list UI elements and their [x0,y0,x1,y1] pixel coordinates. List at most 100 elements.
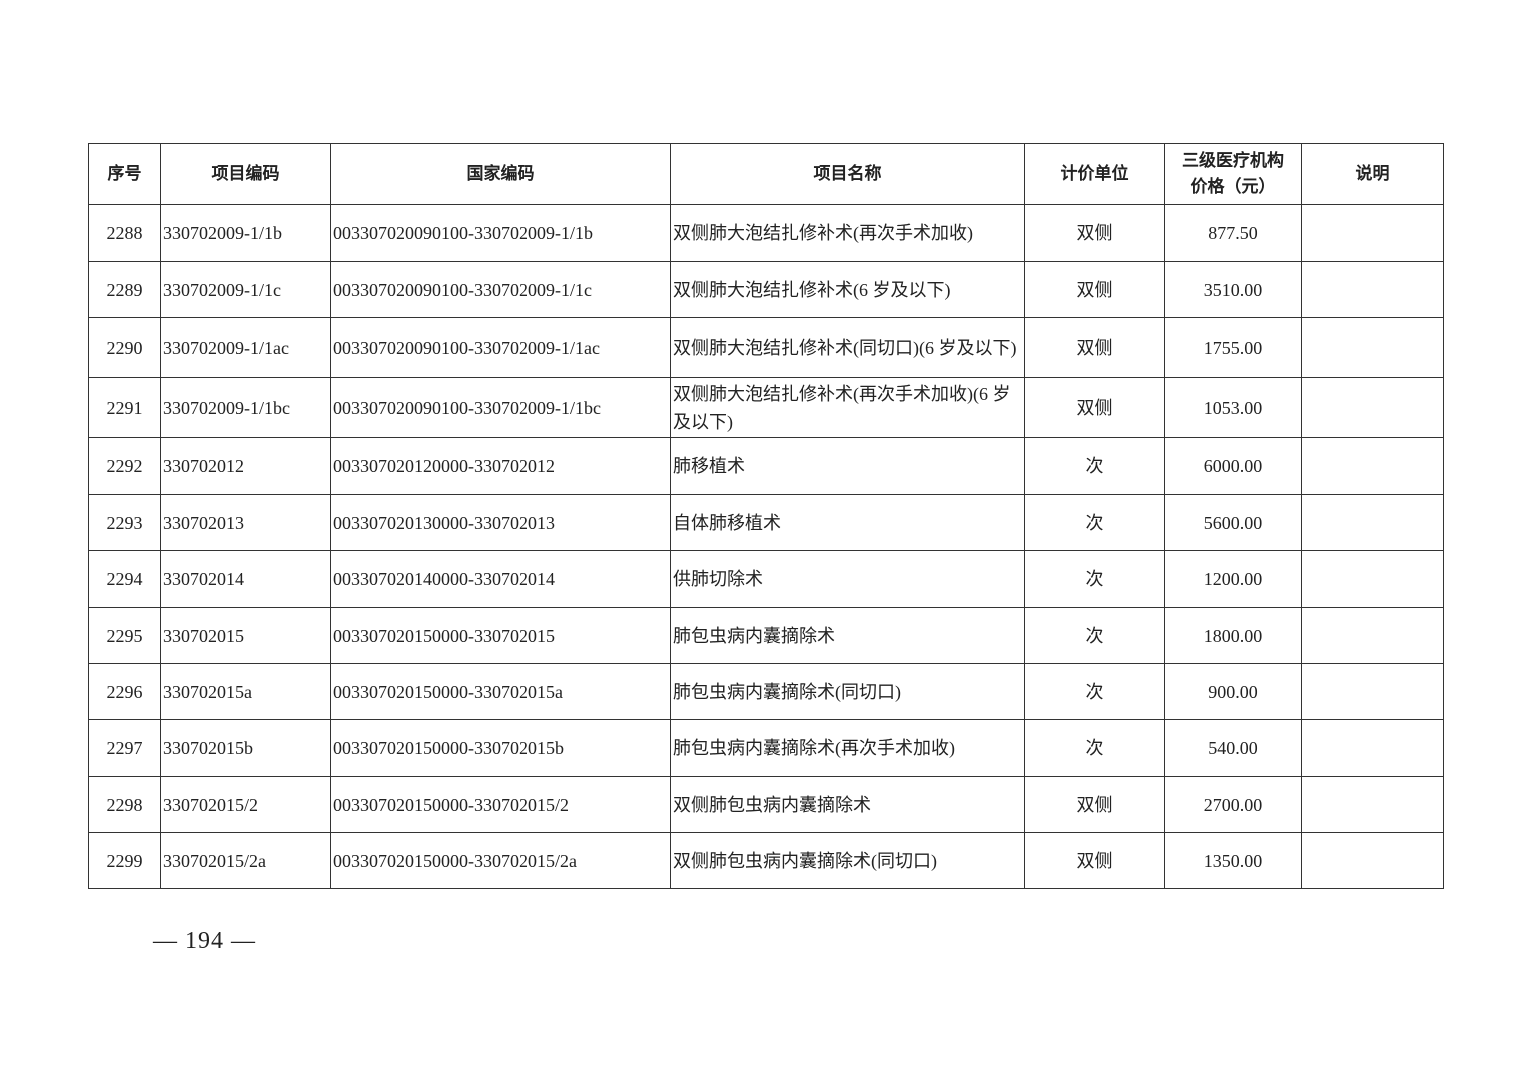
cell-code: 330702015b [160,719,331,777]
cell-no: 2293 [88,494,161,551]
header-no: 序号 [88,143,161,205]
cell-name: 肺包虫病内囊摘除术(再次手术加收) [670,719,1025,777]
cell-unit: 双侧 [1024,204,1165,262]
cell-price: 6000.00 [1164,437,1302,495]
cell-code: 330702009-1/1c [160,261,331,318]
cell-unit: 次 [1024,719,1165,777]
table-row: 2292 330702012 003307020120000-330702012 肺移… [88,437,1444,495]
header-name: 项目名称 [670,143,1025,205]
cell-code: 330702013 [160,494,331,551]
cell-unit: 双侧 [1024,377,1165,438]
table-row: 2289 330702009-1/1c 003307020090100-330702… [88,261,1444,318]
cell-note [1301,719,1444,777]
cell-code: 330702014 [160,550,331,608]
header-code: 项目编码 [160,143,331,205]
cell-code: 330702015/2a [160,832,331,889]
cell-note [1301,776,1444,833]
header-national-code: 国家编码 [330,143,671,205]
cell-price: 1053.00 [1164,377,1302,438]
cell-note [1301,437,1444,495]
header-note: 说明 [1301,143,1444,205]
cell-name: 肺移植术 [670,437,1025,495]
cell-note [1301,663,1444,720]
cell-price: 3510.00 [1164,261,1302,318]
cell-note [1301,317,1444,378]
cell-name: 自体肺移植术 [670,494,1025,551]
header-price-line1: 三级医疗机构 [1182,151,1284,171]
cell-name: 双侧肺大泡结扎修补术(6 岁及以下) [670,261,1025,318]
table-row: 2293 330702013 003307020130000-330702013 自体… [88,494,1444,551]
table-row: 2298 330702015/2 003307020150000-330702015… [88,776,1444,833]
cell-national-code: 003307020140000-330702014 [330,550,671,608]
cell-unit: 次 [1024,607,1165,664]
cell-price: 5600.00 [1164,494,1302,551]
cell-unit: 次 [1024,494,1165,551]
cell-name: 肺包虫病内囊摘除术(同切口) [670,663,1025,720]
cell-code: 330702015a [160,663,331,720]
cell-code: 330702009-1/1bc [160,377,331,438]
cell-price: 1800.00 [1164,607,1302,664]
cell-name: 双侧肺包虫病内囊摘除术 [670,776,1025,833]
table-header-row: 序号 项目编码 国家编码 项目名称 计价单位 三级医疗机构 价格（元） 说明 [88,143,1444,205]
cell-price: 900.00 [1164,663,1302,720]
cell-no: 2296 [88,663,161,720]
cell-note [1301,204,1444,262]
page-number: — 194 — [153,928,256,954]
cell-price: 1200.00 [1164,550,1302,608]
cell-national-code: 003307020150000-330702015b [330,719,671,777]
cell-name: 双侧肺包虫病内囊摘除术(同切口) [670,832,1025,889]
cell-no: 2297 [88,719,161,777]
cell-unit: 双侧 [1024,832,1165,889]
cell-no: 2290 [88,317,161,378]
cell-no: 2298 [88,776,161,833]
cell-national-code: 003307020090100-330702009-1/1c [330,261,671,318]
cell-national-code: 003307020090100-330702009-1/1ac [330,317,671,378]
cell-price: 2700.00 [1164,776,1302,833]
cell-code: 330702012 [160,437,331,495]
cell-note [1301,607,1444,664]
cell-no: 2292 [88,437,161,495]
cell-no: 2288 [88,204,161,262]
cell-unit: 双侧 [1024,317,1165,378]
cell-no: 2291 [88,377,161,438]
cell-no: 2289 [88,261,161,318]
cell-price: 1350.00 [1164,832,1302,889]
table-row: 2291 330702009-1/1bc 003307020090100-33070… [88,377,1444,438]
cell-unit: 次 [1024,550,1165,608]
table-row: 2299 330702015/2a 003307020150000-33070201… [88,832,1444,889]
cell-code: 330702009-1/1b [160,204,331,262]
price-table: 序号 项目编码 国家编码 项目名称 计价单位 三级医疗机构 价格（元） 说明 22… [88,143,1444,889]
cell-name: 供肺切除术 [670,550,1025,608]
cell-code: 330702009-1/1ac [160,317,331,378]
cell-name: 双侧肺大泡结扎修补术(再次手术加收) [670,204,1025,262]
cell-note [1301,550,1444,608]
cell-name: 双侧肺大泡结扎修补术(再次手术加收)(6 岁及以下) [670,377,1025,438]
cell-no: 2294 [88,550,161,608]
cell-national-code: 003307020090100-330702009-1/1b [330,204,671,262]
cell-note [1301,261,1444,318]
cell-price: 877.50 [1164,204,1302,262]
table-row: 2288 330702009-1/1b 003307020090100-330702… [88,204,1444,262]
header-price: 三级医疗机构 价格（元） [1164,143,1302,205]
cell-national-code: 003307020150000-330702015/2 [330,776,671,833]
cell-note [1301,832,1444,889]
table-row: 2295 330702015 003307020150000-330702015 肺包… [88,607,1444,664]
cell-no: 2295 [88,607,161,664]
table-row: 2294 330702014 003307020140000-330702014 供肺… [88,550,1444,608]
table-row: 2297 330702015b 003307020150000-330702015b… [88,719,1444,777]
cell-price: 1755.00 [1164,317,1302,378]
cell-no: 2299 [88,832,161,889]
cell-national-code: 003307020150000-330702015/2a [330,832,671,889]
cell-note [1301,494,1444,551]
cell-national-code: 003307020090100-330702009-1/1bc [330,377,671,438]
header-price-line2: 价格（元） [1190,177,1276,197]
cell-unit: 双侧 [1024,776,1165,833]
cell-price: 540.00 [1164,719,1302,777]
cell-code: 330702015 [160,607,331,664]
cell-national-code: 003307020130000-330702013 [330,494,671,551]
cell-note [1301,377,1444,438]
cell-national-code: 003307020150000-330702015 [330,607,671,664]
cell-national-code: 003307020150000-330702015a [330,663,671,720]
cell-code: 330702015/2 [160,776,331,833]
cell-name: 肺包虫病内囊摘除术 [670,607,1025,664]
